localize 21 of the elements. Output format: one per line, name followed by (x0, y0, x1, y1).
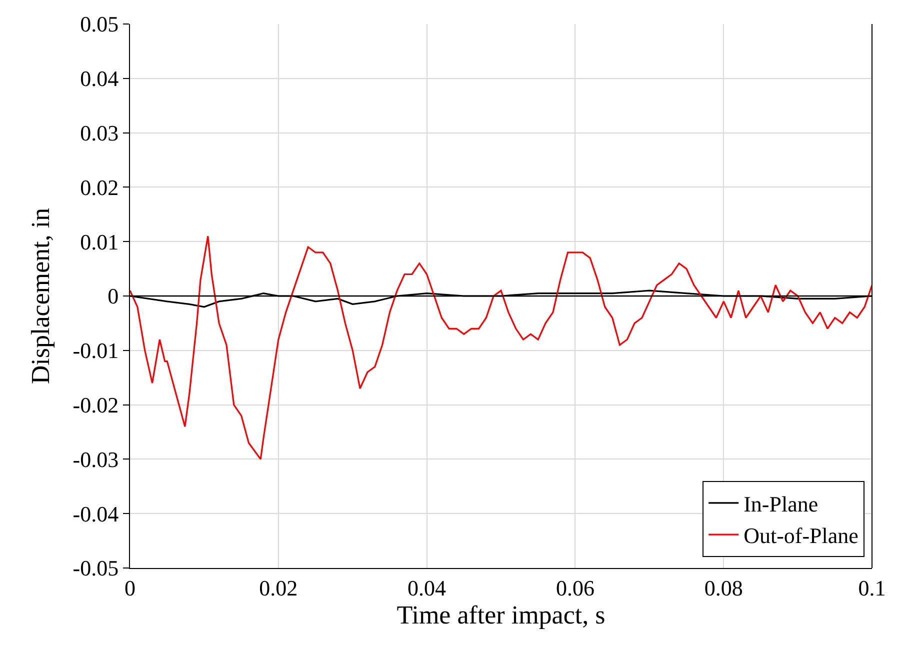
x-tick-label: 0.08 (704, 575, 743, 600)
y-axis-title: Displacement, in (26, 208, 56, 384)
y-tick-label: 0.03 (80, 120, 119, 146)
legend-label: Out-of-Plane (744, 523, 858, 548)
x-tick-label: 0.1 (858, 575, 886, 600)
y-tick-label: 0.04 (80, 66, 119, 92)
x-tick-label: 0.02 (259, 575, 298, 600)
legend-label: In-Plane (744, 492, 818, 516)
x-tick-label: 0.04 (408, 575, 446, 600)
y-tick-label: 0.02 (80, 174, 119, 200)
x-axis-title: Time after impact, s (396, 600, 606, 630)
y-tick-label: -0.02 (72, 392, 119, 418)
x-tick-label: 0.06 (556, 575, 594, 600)
y-tick-label: 0 (108, 284, 119, 309)
y-tick-label: -0.04 (72, 501, 119, 526)
y-tick-label: -0.05 (72, 556, 119, 581)
y-tick-label: 0.05 (80, 12, 119, 37)
y-tick-label: 0.01 (80, 229, 119, 254)
y-tick-label: -0.01 (72, 338, 119, 364)
y-tick-label: -0.03 (72, 446, 119, 472)
x-tick-label: 0 (124, 575, 136, 600)
